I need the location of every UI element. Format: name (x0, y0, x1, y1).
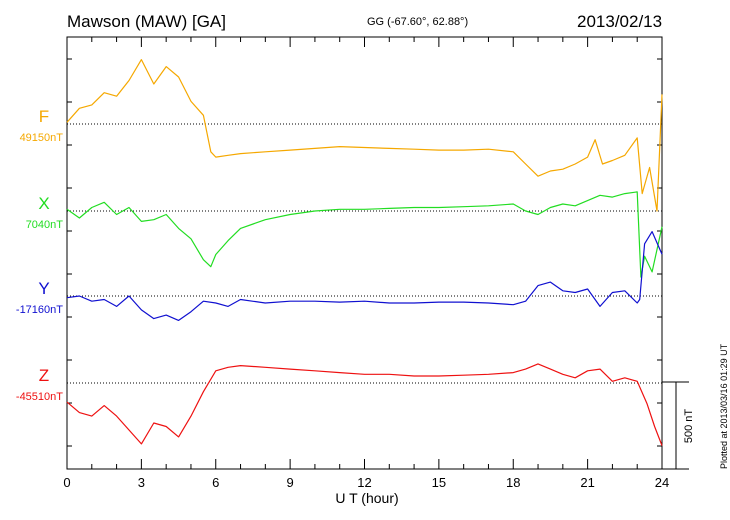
series-name-y: Y (38, 279, 49, 298)
x-axis-ticks (66, 37, 663, 469)
x-axis-tick-labels: 0 3 6 9 12 15 18 21 24 (63, 475, 669, 490)
series-line-x (66, 191, 663, 278)
series-baseline-label-f: 49150nT (20, 132, 64, 144)
x-tick-label: 24 (655, 475, 669, 490)
series-baseline-label-x: 7040nT (26, 219, 64, 231)
chart-date: 2013/02/13 (577, 12, 663, 31)
x-tick-label: 21 (580, 475, 594, 490)
series-baseline-label-z: -45510nT (16, 391, 63, 403)
x-tick-label: 18 (506, 475, 520, 490)
x-tick-label: 12 (357, 475, 371, 490)
x-tick-label: 6 (212, 475, 219, 490)
plot-frame (66, 36, 663, 470)
station-coordinates: GG (-67.60°, 62.88°) (367, 16, 469, 28)
series-lines (66, 58, 663, 446)
x-axis-label: U T (hour) (335, 490, 398, 506)
scale-bar-label: 500 nT (683, 409, 695, 444)
x-tick-label: 15 (432, 475, 446, 490)
series-baseline-label-y: -17160nT (16, 304, 63, 316)
x-tick-label: 3 (138, 475, 145, 490)
series-line-f (66, 58, 663, 212)
series-name-z: Z (39, 366, 49, 385)
x-tick-label: 0 (63, 475, 70, 490)
scale-bar: 500 nT (662, 381, 695, 470)
series-line-z (66, 363, 663, 446)
station-title: Mawson (MAW) [GA] (67, 12, 226, 31)
baselines (67, 123, 662, 384)
x-tick-label: 9 (287, 475, 294, 490)
series-name-x: X (38, 194, 49, 213)
series-labels: F 49150nT X 7040nT Y -17160nT Z -45510nT (16, 107, 63, 403)
series-line-y (66, 231, 663, 321)
series-name-f: F (39, 107, 49, 126)
